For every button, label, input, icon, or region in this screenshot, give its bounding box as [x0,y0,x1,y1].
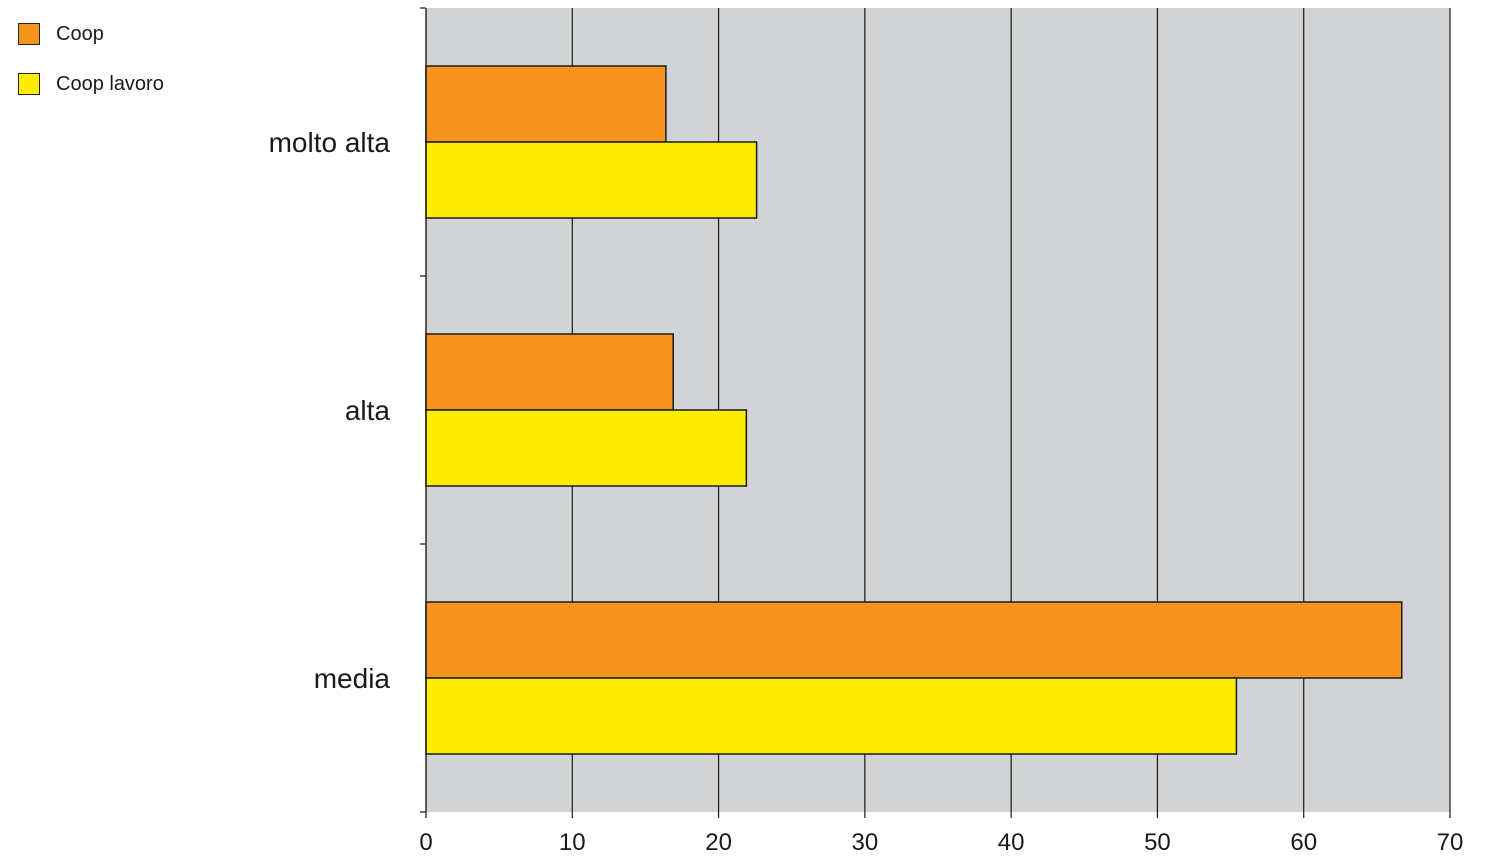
legend-swatch-coop [18,23,40,45]
legend-item-coop-lavoro: Coop lavoro [18,72,164,96]
x-tick-label: 10 [559,829,586,856]
legend-swatch-coop-lavoro [18,73,40,95]
x-tick-label: 50 [1144,829,1171,856]
bar-coop-molto-alta [425,65,667,143]
legend: Coop Coop lavoro [18,22,164,122]
bar-coop-lavoro-molto-alta [425,141,758,219]
x-tick-label: 0 [419,829,432,856]
x-tick-label: 70 [1437,829,1464,856]
bar-coop-alta [425,333,674,411]
x-tick-label: 60 [1290,829,1317,856]
x-tick-label: 30 [852,829,879,856]
bars [425,65,1403,755]
x-tick-label: 20 [705,829,732,856]
y-category-label: alta [345,395,391,426]
legend-label-coop: Coop [56,22,104,45]
bar-coop-media [425,601,1403,679]
bar-coop-lavoro-media [425,677,1238,755]
bar-coop-lavoro-alta [425,409,748,487]
legend-label-coop-lavoro: Coop lavoro [56,72,164,95]
axes [420,7,1451,818]
y-category-label: molto alta [269,127,391,158]
legend-item-coop: Coop [18,22,164,46]
y-category-label: media [314,663,391,694]
x-tick-label: 40 [998,829,1025,856]
axis-labels: 0 10 20 30 40 50 60 70 molto alta alta media [269,127,1464,856]
